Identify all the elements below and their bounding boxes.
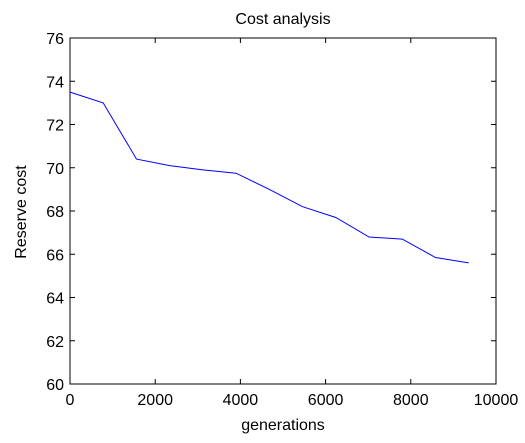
y-tick-label: 60 [46,377,64,394]
y-tick-label: 66 [46,247,64,264]
x-tick-label: 10000 [474,392,519,409]
x-axis-label: generations [241,417,325,434]
x-tick-label: 2000 [137,392,173,409]
plot-area: 0 2000 4000 6000 8000 10000 60 62 64 66 68 70 72 74 76 [46,31,518,409]
x-tick-label: 6000 [308,392,344,409]
x-tick-label: 8000 [393,392,429,409]
y-tick-label: 62 [46,334,64,351]
series-line [69,91,469,264]
y-axis-label: Reserve cost [13,165,30,259]
axes-frame [69,37,497,385]
y-tick-label: 68 [46,204,64,221]
x-tick-label: 4000 [223,392,259,409]
y-tick-label: 76 [46,31,64,48]
y-tick-label: 72 [46,118,64,135]
y-tick-label: 74 [46,74,64,91]
y-tick-label: 64 [46,291,64,308]
chart-title: Cost analysis [235,11,330,28]
y-tick-label: 70 [46,161,64,178]
x-tick-label: 0 [66,392,75,409]
